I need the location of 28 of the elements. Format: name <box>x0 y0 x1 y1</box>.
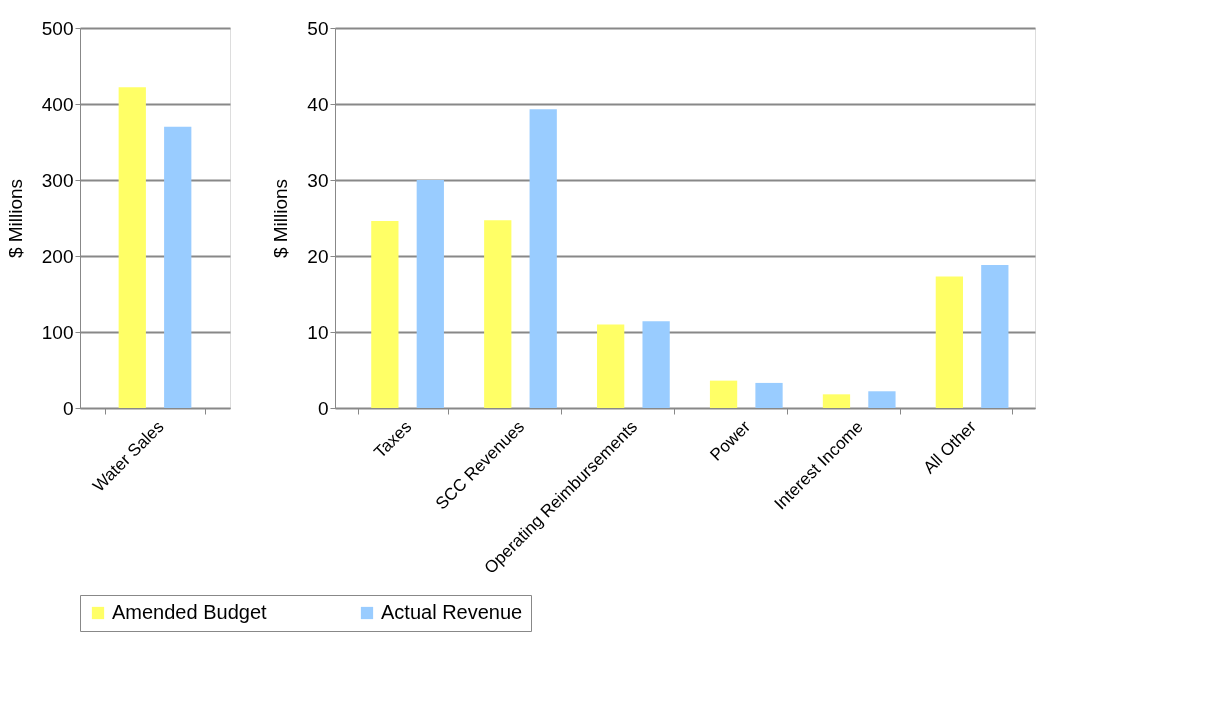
y-tick-label: 0 <box>62 397 74 419</box>
bar <box>709 380 738 408</box>
y-axis-title: $ Millions <box>4 178 26 259</box>
y-tick-label: 20 <box>307 245 329 267</box>
bar <box>868 391 896 408</box>
bar <box>371 221 399 408</box>
bar <box>597 324 625 408</box>
y-tick-label: 30 <box>307 169 329 191</box>
y-tick-label: 0 <box>317 397 329 419</box>
y-tick-label: 50 <box>307 17 329 39</box>
y-tick-label: 300 <box>41 169 74 191</box>
y-tick-label: 10 <box>307 321 329 343</box>
bar <box>755 382 783 408</box>
y-axis-title: $ Millions <box>270 178 292 259</box>
y-tick-label: 400 <box>41 93 74 115</box>
bar <box>416 180 444 408</box>
bar <box>484 220 512 408</box>
y-tick-label: 40 <box>307 93 329 115</box>
bar <box>529 109 557 408</box>
y-tick-label: 100 <box>41 321 74 343</box>
bar <box>642 321 670 408</box>
y-tick-label: 200 <box>41 245 74 267</box>
y-tick-label: 500 <box>41 17 74 39</box>
bar <box>981 265 1009 408</box>
legend-label: Amended Budget <box>112 601 267 623</box>
bar <box>935 276 964 408</box>
legend-label: Actual Revenue <box>381 601 523 623</box>
bar <box>822 394 851 408</box>
